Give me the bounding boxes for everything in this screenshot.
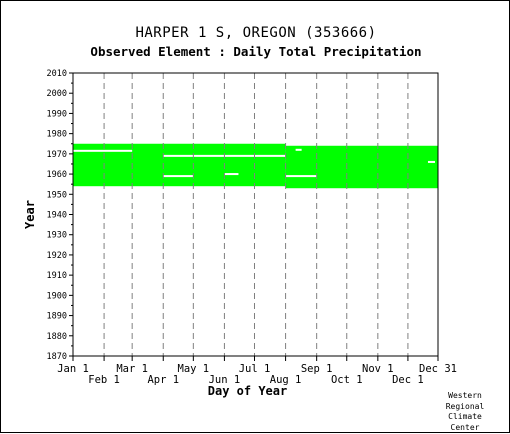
- x-axis-label: Day of Year: [208, 384, 287, 398]
- data-gap-mark: [224, 173, 239, 176]
- y-tick-label: 1990: [47, 109, 67, 119]
- credit-line: Regional: [445, 401, 485, 411]
- x-tick-label: Jul 1: [239, 363, 271, 375]
- x-tick-label: Aug 1: [270, 374, 302, 386]
- y-tick-label: 1950: [47, 190, 67, 200]
- data-gap-mark: [73, 149, 133, 152]
- data-gap-mark: [163, 175, 194, 178]
- data-gap-mark: [427, 160, 435, 163]
- credit-line: Center: [450, 422, 480, 432]
- y-tick-label: 1880: [47, 332, 67, 342]
- x-tick-label: May 1: [178, 363, 210, 375]
- x-tick-label: Mar 1: [116, 363, 148, 375]
- y-tick-label: 1900: [47, 291, 67, 301]
- plot-border: [72, 72, 439, 357]
- y-tick-label: 2010: [47, 69, 67, 79]
- y-tick-label: 1970: [47, 150, 67, 160]
- data-coverage-bar: [285, 145, 438, 189]
- y-tick-label: 2000: [47, 89, 67, 99]
- credit-block: Western Regional Climate Center: [435, 391, 495, 433]
- x-tick-label: Apr 1: [147, 374, 179, 386]
- credit-line: Climate: [448, 412, 482, 421]
- x-tick-label: Sep 1: [301, 363, 333, 375]
- data-gap-mark: [285, 175, 317, 178]
- x-tick-label: Nov 1: [362, 363, 394, 375]
- y-tick-label: 1940: [47, 211, 67, 221]
- credit-line: Western: [448, 391, 482, 400]
- x-tick-label: Dec 1: [392, 374, 424, 386]
- x-tick-label: Dec 31: [419, 363, 457, 375]
- y-tick-label: 1870: [47, 352, 67, 362]
- chart-title: HARPER 1 S, OREGON (353666): [135, 25, 377, 41]
- y-tick-label: 1930: [47, 231, 67, 241]
- chart-subtitle: Observed Element : Daily Total Precipita…: [90, 44, 422, 59]
- x-tick-label: Jan 1: [57, 363, 89, 375]
- y-tick-label: 1980: [47, 130, 67, 140]
- data-gap-mark: [295, 148, 302, 151]
- y-axis-label: Year: [23, 200, 37, 229]
- y-tick-label: 1960: [47, 170, 67, 180]
- x-tick-label: Feb 1: [88, 374, 120, 386]
- y-tick-label: 1910: [47, 271, 67, 281]
- y-tick-label: 1920: [47, 251, 67, 261]
- y-tick-label: 1890: [47, 312, 67, 322]
- x-tick-label: Oct 1: [331, 374, 363, 386]
- x-tick-label: Jun 1: [209, 374, 241, 386]
